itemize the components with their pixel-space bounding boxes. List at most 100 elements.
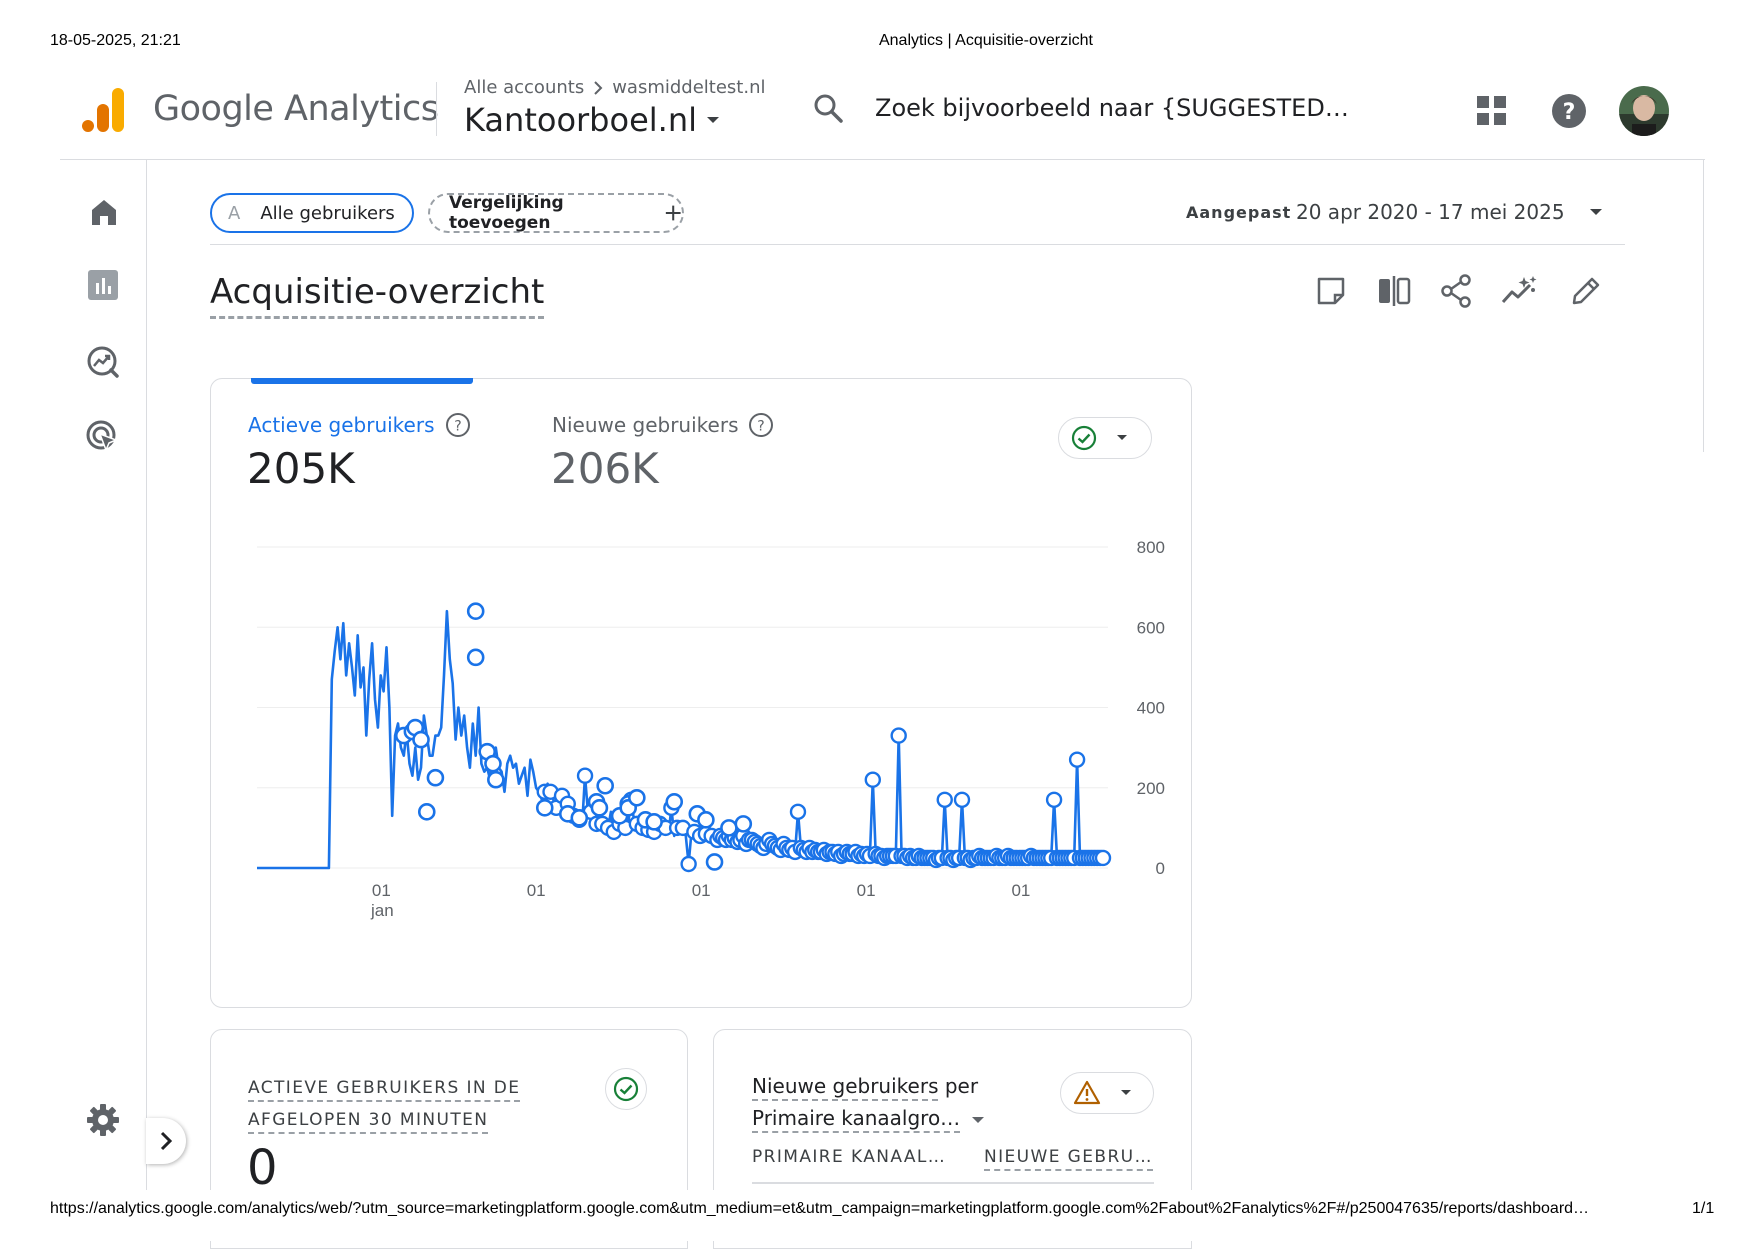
data-point	[665, 792, 684, 811]
data-point	[734, 815, 753, 833]
header-bottom-border	[60, 159, 1705, 160]
realtime-quality-button[interactable]	[605, 1068, 647, 1110]
x-tick-label: 01	[857, 881, 876, 900]
y-tick-label: 600	[1137, 618, 1165, 637]
home-icon[interactable]	[89, 197, 119, 227]
warning-icon	[1073, 1080, 1101, 1105]
metric-tab-active-users[interactable]: Actieve gebruikers ?	[248, 412, 471, 438]
svg-text:?: ?	[454, 419, 461, 435]
data-point	[417, 803, 436, 821]
explore-icon[interactable]	[86, 345, 120, 379]
reports-icon[interactable]	[88, 270, 118, 300]
data-point	[426, 768, 445, 787]
column-header-new-users[interactable]: NIEUWE GEBRU…	[984, 1147, 1153, 1171]
app-title: Google Analytics	[153, 89, 439, 129]
dimension-label: Primaire kanaalgro…	[752, 1106, 961, 1133]
data-point	[487, 770, 505, 789]
help-outline-icon[interactable]: ?	[445, 412, 471, 438]
caret-down-icon	[1589, 209, 1602, 215]
page-title: Acquisitie-overzicht	[210, 272, 545, 319]
date-range: 20 apr 2020 - 17 mei 2025	[1296, 200, 1565, 224]
page-footer-area	[0, 1190, 1755, 1241]
data-point	[645, 813, 663, 831]
data-point	[1094, 849, 1112, 867]
data-point	[596, 776, 614, 795]
search-icon[interactable]	[812, 92, 844, 124]
search-input[interactable]: Zoek bijvoorbeeld naar {SUGGESTED…	[875, 94, 1349, 122]
realtime-title: ACTIEVE GEBRUIKERS IN DE AFGELOPEN 30 MI…	[248, 1072, 521, 1136]
caret-down-icon	[1121, 1090, 1131, 1095]
metric-value: 205K	[247, 444, 355, 493]
segment-chip[interactable]: A Alle gebruikers	[210, 193, 414, 233]
help-outline-icon[interactable]: ?	[748, 412, 774, 438]
data-point	[535, 799, 554, 817]
data-point	[570, 809, 589, 827]
apps-grid-icon[interactable]	[1477, 96, 1507, 126]
metric-tab-new-users[interactable]: Nieuwe gebruikers ?	[552, 412, 774, 438]
share-icon[interactable]	[1440, 274, 1472, 308]
svg-text:?: ?	[758, 419, 765, 435]
caret-down-icon	[706, 117, 719, 123]
print-datetime: 18-05-2025, 21:21	[50, 32, 181, 49]
segment-label: Alle gebruikers	[260, 202, 395, 224]
help-icon[interactable]: ?	[1551, 93, 1587, 129]
metric-value: 206K	[551, 444, 659, 493]
x-tick-label: 01	[527, 881, 546, 900]
customize-note-icon[interactable]	[1316, 276, 1346, 306]
property-selector[interactable]: Kantoorboel.nl	[464, 101, 721, 139]
ga-logo-icon[interactable]	[82, 86, 126, 134]
data-point	[953, 791, 971, 808]
date-range-selector[interactable]: 20 apr 2020 - 17 mei 2025	[1296, 200, 1603, 224]
breadcrumb[interactable]: Alle accounts wasmiddeltest.nl	[464, 77, 766, 98]
compare-icon[interactable]	[1377, 276, 1411, 306]
chevron-right-icon	[594, 80, 603, 95]
caret-down-icon	[972, 1116, 985, 1123]
property-name: Kantoorboel.nl	[464, 101, 697, 139]
add-comparison-button[interactable]: Vergelijking toevoegen	[428, 193, 684, 233]
data-point	[628, 788, 646, 807]
data-quality-button[interactable]	[1058, 417, 1152, 459]
metric-label: Nieuwe gebruikers	[552, 413, 739, 437]
svg-text:?: ?	[1563, 100, 1576, 125]
advertising-icon[interactable]	[86, 420, 120, 454]
column-header-channel[interactable]: PRIMAIRE KANAAL…	[752, 1147, 947, 1167]
channel-title-per: per	[944, 1074, 979, 1098]
expand-nav-button[interactable]	[146, 1118, 186, 1164]
avatar[interactable]	[1619, 86, 1669, 136]
realtime-value: 0	[247, 1140, 278, 1196]
data-point	[890, 727, 907, 744]
data-point	[1045, 791, 1063, 808]
data-point	[864, 771, 881, 788]
x-tick-label: 01	[692, 881, 711, 900]
breadcrumb-root[interactable]: Alle accounts	[464, 77, 585, 98]
channel-metric[interactable]: Nieuwe gebruikers	[752, 1074, 939, 1101]
data-point	[466, 602, 485, 620]
segment-letter: A	[228, 202, 241, 224]
print-doc-title: Analytics | Acquisitie-overzicht	[878, 32, 1093, 49]
channel-card-title: Nieuwe gebruikers per	[752, 1074, 979, 1101]
settings-icon[interactable]	[86, 1103, 120, 1137]
y-tick-label: 400	[1137, 699, 1165, 718]
edit-icon[interactable]	[1570, 275, 1602, 307]
print-url: https://analytics.google.com/analytics/w…	[50, 1200, 1590, 1217]
table-divider	[752, 1182, 1154, 1184]
header-divider	[436, 82, 437, 136]
check-circle-icon	[1071, 425, 1097, 451]
channel-quality-button[interactable]	[1060, 1072, 1154, 1114]
x-tick-sublabel: jan	[370, 901, 394, 920]
check-circle-icon	[613, 1076, 639, 1102]
dimension-selector[interactable]: Primaire kanaalgro…	[752, 1106, 986, 1133]
nav-border	[146, 160, 147, 1190]
y-tick-label: 200	[1137, 779, 1165, 798]
x-tick-label: 01	[372, 881, 391, 900]
data-point	[484, 754, 502, 773]
insights-icon[interactable]	[1500, 274, 1538, 308]
breadcrumb-account[interactable]: wasmiddeltest.nl	[612, 77, 766, 98]
realtime-title-line1: ACTIEVE GEBRUIKERS IN DE	[248, 1078, 521, 1102]
right-edge-border	[1703, 160, 1704, 452]
data-point	[697, 811, 715, 829]
date-mode-label: Aangepast	[1186, 203, 1292, 222]
caret-down-icon	[1117, 435, 1127, 440]
x-tick-label: 01	[1011, 881, 1030, 900]
